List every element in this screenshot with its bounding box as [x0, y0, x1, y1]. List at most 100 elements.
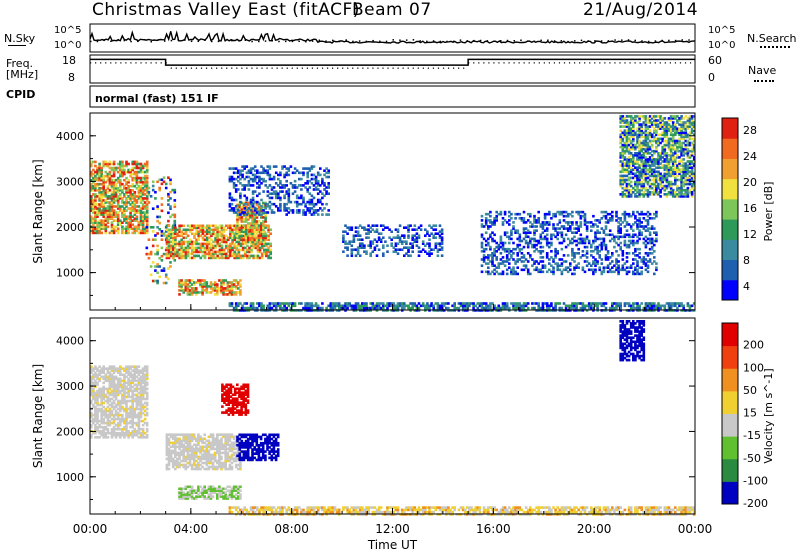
data-cell — [421, 248, 425, 251]
data-cell — [110, 166, 114, 170]
data-cell — [688, 191, 692, 194]
data-cell — [141, 227, 145, 231]
data-cell — [252, 244, 255, 248]
data-cell — [327, 171, 330, 175]
data-cell — [123, 209, 126, 212]
data-cell — [90, 197, 93, 200]
data-cell — [342, 230, 345, 233]
data-cell — [110, 162, 114, 166]
data-cell — [285, 306, 288, 310]
data-cell — [214, 232, 217, 236]
data-cell — [186, 248, 190, 252]
data-cell — [629, 145, 633, 149]
data-cell — [678, 123, 681, 126]
data-cell — [669, 184, 673, 188]
data-cell — [653, 191, 656, 194]
data-cell — [648, 125, 652, 128]
data-cell — [230, 287, 234, 290]
data-cell — [110, 168, 114, 172]
data-cell — [356, 252, 360, 255]
data-cell — [604, 227, 608, 230]
data-cell — [145, 174, 149, 178]
data-cell — [678, 119, 681, 122]
data-cell — [682, 121, 685, 124]
data-cell — [306, 306, 309, 310]
data-cell — [650, 121, 654, 124]
data-cell — [92, 160, 95, 164]
data-cell — [108, 211, 112, 214]
nave-dot — [568, 62, 571, 64]
data-cell — [621, 264, 625, 267]
data-cell — [632, 239, 635, 243]
data-cell — [228, 205, 232, 208]
data-cell — [145, 176, 149, 180]
nave-dot — [226, 67, 228, 69]
data-cell — [594, 270, 597, 274]
data-cell — [131, 195, 134, 198]
data-cell — [213, 283, 217, 286]
data-cell — [110, 227, 114, 231]
data-cell — [594, 239, 597, 243]
data-cell — [600, 217, 604, 220]
data-cell — [131, 203, 134, 206]
data-cell — [112, 189, 116, 192]
data-cell — [440, 302, 444, 305]
data-cell — [640, 160, 643, 163]
data-cell — [600, 237, 604, 241]
data-cell — [566, 212, 570, 216]
data-cell — [430, 304, 433, 308]
data-cell — [220, 234, 224, 238]
data-cell — [250, 254, 253, 258]
data-cell — [141, 176, 145, 180]
data-cell — [145, 168, 149, 172]
data-cell — [505, 256, 509, 259]
data-cell — [682, 154, 685, 157]
data-cell — [680, 133, 683, 137]
data-cell — [604, 266, 608, 269]
nave-dot — [266, 67, 268, 69]
data-cell — [239, 194, 242, 198]
data-cell — [646, 227, 650, 230]
data-cell — [600, 241, 604, 245]
nsearch-dot — [526, 40, 529, 42]
data-cell — [102, 219, 105, 222]
data-cell — [535, 266, 538, 269]
nave-dot — [649, 62, 651, 64]
data-cell — [562, 227, 566, 230]
data-cell — [114, 166, 118, 170]
data-cell — [682, 141, 685, 145]
data-cell — [623, 193, 627, 196]
data-cell — [413, 234, 417, 237]
data-cell — [667, 127, 671, 130]
data-cell — [325, 192, 328, 195]
data-cell — [98, 207, 101, 210]
data-cell — [240, 220, 244, 223]
data-cell — [484, 239, 488, 243]
data-cell — [516, 212, 519, 216]
data-cell — [218, 224, 222, 228]
data-cell — [104, 164, 108, 168]
data-cell — [190, 283, 194, 286]
data-cell — [106, 225, 110, 229]
data-cell — [653, 212, 656, 216]
data-cell — [674, 170, 677, 174]
data-cell — [265, 248, 268, 252]
data-cell — [253, 173, 257, 177]
data-cell — [678, 195, 681, 198]
data-cell — [625, 143, 629, 147]
data-cell — [495, 266, 498, 269]
data-cell — [277, 207, 280, 210]
data-cell — [268, 192, 272, 195]
data-cell — [205, 283, 209, 286]
data-cell — [201, 291, 204, 294]
data-cell — [133, 217, 137, 220]
data-cell — [646, 182, 650, 186]
data-cell — [604, 217, 608, 220]
data-cell — [692, 149, 696, 153]
data-cell — [671, 191, 675, 194]
data-cell — [229, 224, 232, 228]
data-cell — [289, 182, 293, 185]
data-cell — [201, 226, 205, 230]
data-cell — [262, 226, 265, 229]
data-cell — [669, 137, 673, 141]
